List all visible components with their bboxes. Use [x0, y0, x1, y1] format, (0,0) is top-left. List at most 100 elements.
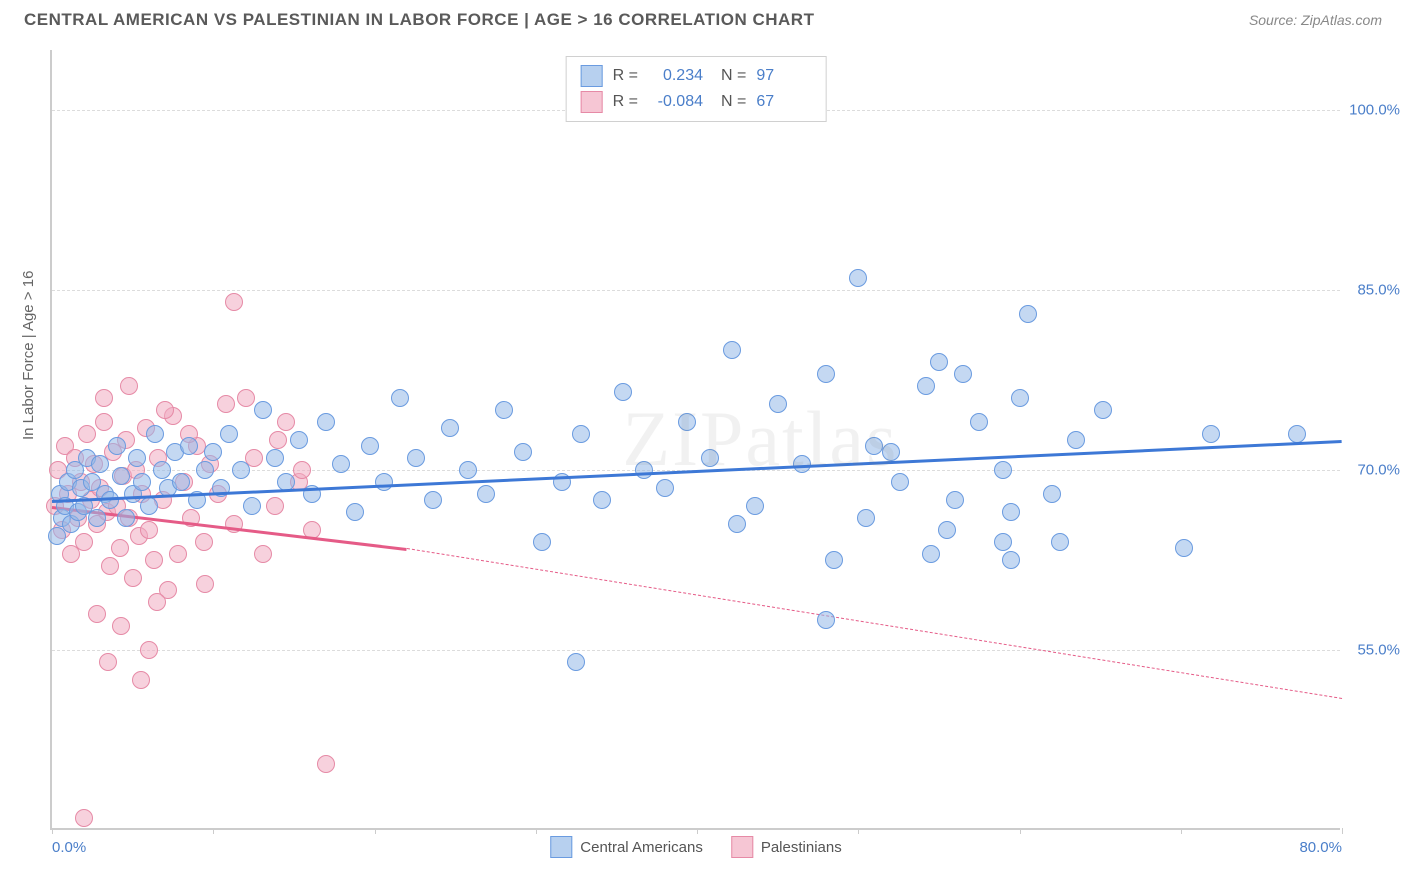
x-tick-label: 80.0% — [1299, 839, 1342, 856]
central-american-point — [1043, 485, 1061, 503]
central-american-point — [140, 497, 158, 515]
palestinian-point — [132, 671, 150, 689]
chart-title: CENTRAL AMERICAN VS PALESTINIAN IN LABOR… — [24, 10, 814, 30]
central-american-point — [1202, 425, 1220, 443]
x-tick-mark — [536, 828, 537, 834]
central-american-point — [614, 383, 632, 401]
x-tick-label: 0.0% — [52, 839, 86, 856]
palestinian-point — [266, 497, 284, 515]
central-american-point — [533, 533, 551, 551]
central-american-point — [769, 395, 787, 413]
central-american-point — [891, 473, 909, 491]
central-american-point — [514, 443, 532, 461]
central-american-point — [1051, 533, 1069, 551]
correlation-legend: R =0.234N =97R =-0.084N =67 — [566, 56, 827, 122]
central-american-point — [459, 461, 477, 479]
legend-item: Central Americans — [550, 836, 703, 858]
x-tick-mark — [1342, 828, 1343, 834]
palestinian-point — [111, 539, 129, 557]
x-tick-mark — [1181, 828, 1182, 834]
palestinian-point — [140, 641, 158, 659]
y-tick-label: 70.0% — [1345, 462, 1400, 479]
palestinian-point — [195, 533, 213, 551]
palestinian-point — [124, 569, 142, 587]
legend-swatch — [731, 836, 753, 858]
r-value: -0.084 — [648, 93, 703, 111]
chart-header: CENTRAL AMERICAN VS PALESTINIAN IN LABOR… — [0, 0, 1406, 38]
central-american-point — [133, 473, 151, 491]
central-american-point — [88, 509, 106, 527]
central-american-point — [593, 491, 611, 509]
palestinian-point — [75, 533, 93, 551]
palestinian-point — [269, 431, 287, 449]
n-value: 97 — [756, 67, 811, 85]
central-american-point — [1019, 305, 1037, 323]
palestinian-point — [95, 413, 113, 431]
r-value: 0.234 — [648, 67, 703, 85]
x-tick-mark — [858, 828, 859, 834]
palestinian-point — [196, 575, 214, 593]
legend-label: Central Americans — [580, 839, 703, 856]
central-american-point — [917, 377, 935, 395]
central-american-point — [441, 419, 459, 437]
central-american-point — [1011, 389, 1029, 407]
central-american-point — [495, 401, 513, 419]
palestinian-point — [225, 293, 243, 311]
central-american-point — [361, 437, 379, 455]
central-american-point — [567, 653, 585, 671]
central-american-point — [180, 437, 198, 455]
scatter-chart: ZIPatlas 55.0%70.0%85.0%100.0%0.0%80.0%R… — [50, 50, 1340, 830]
central-american-point — [656, 479, 674, 497]
central-american-point — [407, 449, 425, 467]
central-american-point — [701, 449, 719, 467]
central-american-point — [290, 431, 308, 449]
palestinian-point — [217, 395, 235, 413]
central-american-point — [857, 509, 875, 527]
central-american-point — [678, 413, 696, 431]
central-american-point — [572, 425, 590, 443]
central-american-point — [1002, 503, 1020, 521]
central-american-point — [1288, 425, 1306, 443]
central-american-point — [938, 521, 956, 539]
x-tick-mark — [375, 828, 376, 834]
palestinian-point — [277, 413, 295, 431]
central-american-point — [849, 269, 867, 287]
central-american-point — [48, 527, 66, 545]
legend-swatch — [550, 836, 572, 858]
palestinian-point — [145, 551, 163, 569]
r-label: R = — [613, 93, 638, 111]
n-value: 67 — [756, 93, 811, 111]
central-american-point — [994, 533, 1012, 551]
y-tick-label: 55.0% — [1345, 642, 1400, 659]
source-credit: Source: ZipAtlas.com — [1249, 12, 1382, 28]
palestinian-point — [120, 377, 138, 395]
central-american-point — [220, 425, 238, 443]
central-american-point — [946, 491, 964, 509]
palestinian-point — [254, 545, 272, 563]
central-american-point — [954, 365, 972, 383]
central-american-point — [970, 413, 988, 431]
central-american-point — [723, 341, 741, 359]
palestinian-point — [75, 809, 93, 827]
legend-row: R =0.234N =97 — [581, 63, 812, 89]
central-american-point — [375, 473, 393, 491]
central-american-point — [930, 353, 948, 371]
x-tick-mark — [1020, 828, 1021, 834]
central-american-point — [424, 491, 442, 509]
central-american-point — [1067, 431, 1085, 449]
y-tick-label: 85.0% — [1345, 282, 1400, 299]
central-american-point — [153, 461, 171, 479]
y-tick-label: 100.0% — [1345, 102, 1400, 119]
central-american-point — [746, 497, 764, 515]
palestinian-point — [148, 593, 166, 611]
central-american-point — [1175, 539, 1193, 557]
central-american-point — [254, 401, 272, 419]
legend-label: Palestinians — [761, 839, 842, 856]
palestinian-point — [99, 653, 117, 671]
central-american-point — [332, 455, 350, 473]
central-american-point — [317, 413, 335, 431]
central-american-point — [391, 389, 409, 407]
central-american-point — [477, 485, 495, 503]
central-american-point — [825, 551, 843, 569]
palestinian-point — [78, 425, 96, 443]
